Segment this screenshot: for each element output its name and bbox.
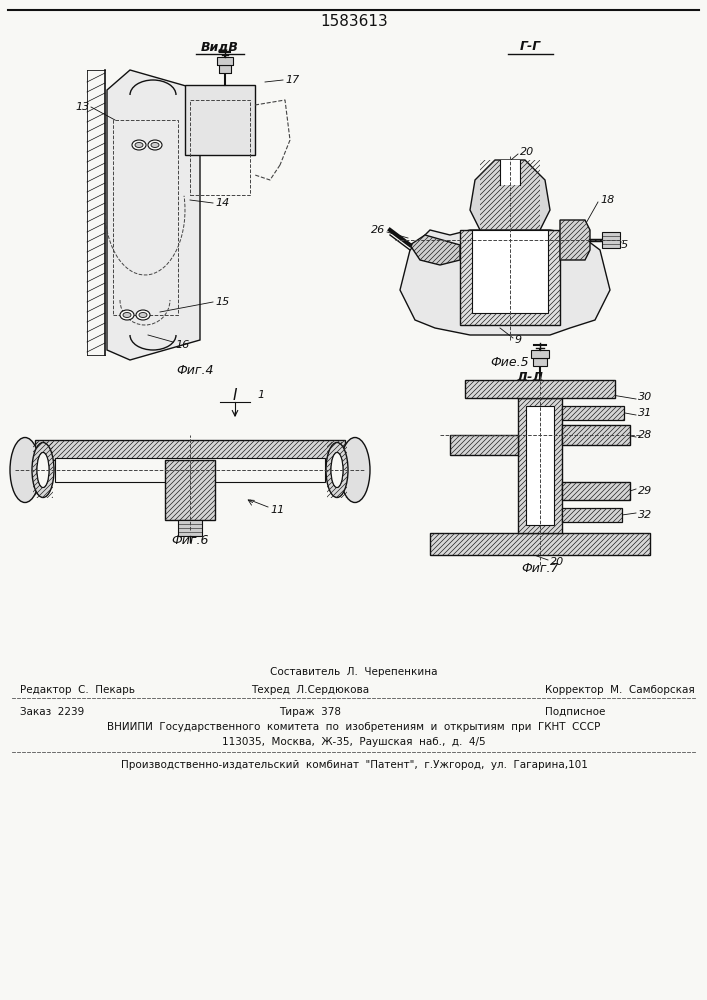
Bar — [55, 458, 325, 482]
Ellipse shape — [331, 452, 343, 488]
Text: Фиг.7: Фиг.7 — [521, 562, 559, 574]
Ellipse shape — [120, 310, 134, 320]
Text: 16: 16 — [175, 340, 189, 350]
Text: Д-Д: Д-Д — [516, 370, 544, 383]
Text: Заказ  2239: Заказ 2239 — [20, 707, 84, 717]
Text: Техред  Л.Сердюкова: Техред Л.Сердюкова — [251, 685, 369, 695]
Bar — [562, 406, 624, 420]
Bar — [165, 460, 215, 520]
Ellipse shape — [10, 438, 40, 502]
Bar — [602, 232, 620, 248]
Bar — [562, 482, 630, 500]
Ellipse shape — [148, 140, 162, 150]
Text: 27: 27 — [475, 290, 489, 300]
Text: 30: 30 — [638, 392, 653, 402]
Ellipse shape — [151, 142, 159, 147]
Text: 17: 17 — [285, 75, 299, 85]
Text: 28: 28 — [638, 430, 653, 440]
Text: Фиг.6: Фиг.6 — [171, 534, 209, 546]
Ellipse shape — [135, 142, 143, 147]
Text: I: I — [233, 387, 238, 402]
Text: 15: 15 — [215, 297, 229, 307]
Ellipse shape — [132, 140, 146, 150]
Text: 9: 9 — [515, 335, 522, 345]
Bar — [500, 160, 520, 185]
Text: Редактор  С.  Пекарь: Редактор С. Пекарь — [20, 685, 135, 695]
Text: 14: 14 — [215, 198, 229, 208]
Bar — [533, 358, 547, 366]
Ellipse shape — [136, 310, 150, 320]
Text: 31: 31 — [638, 408, 653, 418]
Bar — [460, 230, 560, 325]
Bar — [190, 100, 250, 195]
Text: 11: 11 — [270, 505, 284, 515]
Text: 1: 1 — [257, 390, 264, 400]
Text: Фиг.4: Фиг.4 — [176, 363, 214, 376]
Text: 32: 32 — [638, 510, 653, 520]
Ellipse shape — [139, 312, 147, 318]
Text: Г-Г: Г-Г — [520, 40, 541, 53]
Bar — [35, 440, 345, 460]
Text: Фие.5: Фие.5 — [491, 357, 530, 369]
Ellipse shape — [37, 452, 49, 488]
Bar — [562, 425, 630, 445]
Polygon shape — [400, 230, 610, 335]
Bar — [531, 350, 549, 358]
Ellipse shape — [331, 452, 343, 488]
Bar — [450, 435, 518, 455]
Text: 26: 26 — [370, 225, 385, 235]
Polygon shape — [560, 220, 590, 260]
Text: 113035,  Москва,  Ж-35,  Раушская  наб.,  д.  4/5: 113035, Москва, Ж-35, Раушская наб., д. … — [222, 737, 486, 747]
Bar — [526, 406, 554, 525]
Ellipse shape — [326, 442, 348, 497]
Text: Тираж  378: Тираж 378 — [279, 707, 341, 717]
Polygon shape — [470, 160, 550, 230]
Text: ВидВ: ВидВ — [201, 40, 239, 53]
Text: 20: 20 — [520, 147, 534, 157]
Bar — [518, 398, 562, 533]
Text: 18: 18 — [600, 195, 614, 205]
Polygon shape — [410, 235, 460, 265]
Bar — [430, 533, 650, 555]
Text: Производственно-издательский  комбинат  "Патент",  г.Ужгород,  ул.  Гагарина,101: Производственно-издательский комбинат "П… — [121, 760, 588, 770]
Bar — [465, 380, 615, 398]
Ellipse shape — [37, 452, 49, 488]
Text: Подписное: Подписное — [545, 707, 605, 717]
Bar — [472, 230, 548, 313]
Bar — [185, 85, 255, 155]
Text: ВНИИПИ  Государственного  комитета  по  изобретениям  и  открытиям  при  ГКНТ  С: ВНИИПИ Государственного комитета по изоб… — [107, 722, 601, 732]
Text: 13: 13 — [76, 102, 90, 112]
Text: 29: 29 — [638, 486, 653, 496]
Bar — [219, 65, 231, 73]
Ellipse shape — [32, 442, 54, 497]
Text: 25: 25 — [615, 240, 629, 250]
Ellipse shape — [123, 312, 131, 318]
Text: 20: 20 — [550, 557, 564, 567]
Text: Корректор  М.  Самборская: Корректор М. Самборская — [545, 685, 695, 695]
Text: Составитель  Л.  Черепенкина: Составитель Л. Черепенкина — [270, 667, 438, 677]
Bar — [178, 520, 202, 536]
Bar — [113, 120, 178, 315]
Bar — [217, 57, 233, 65]
Polygon shape — [107, 70, 200, 360]
Bar — [562, 508, 622, 522]
Text: 1583613: 1583613 — [320, 14, 388, 29]
Ellipse shape — [340, 438, 370, 502]
